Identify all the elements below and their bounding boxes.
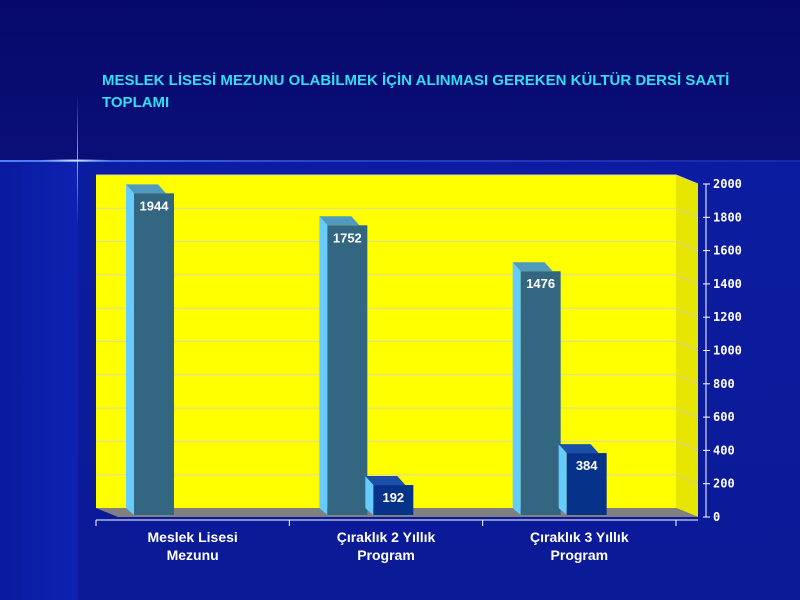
category-label-2-1: Program: [551, 547, 609, 563]
bar-side-1-0: [319, 216, 328, 516]
y-tick-label-7: 1400: [713, 277, 742, 291]
side-gridline-2: [675, 440, 699, 451]
y-tick-label-9: 1800: [713, 210, 742, 224]
bar-top-2-0: [512, 262, 553, 272]
side-gridline-9: [675, 207, 699, 218]
bar-side-2-1: [558, 444, 567, 515]
y-tick-label-6: 1200: [713, 310, 742, 324]
category-label-2-0: Çıraklık 3 Yıllık: [530, 529, 629, 545]
bar-side-1-1: [365, 476, 374, 515]
side-gridline-8: [675, 241, 699, 252]
data-label-2-1: 384: [576, 458, 598, 473]
bar-1-1: [373, 485, 414, 515]
slide-title: MESLEK LİSESİ MEZUNU OLABİLMEK İÇİN ALIN…: [102, 72, 730, 111]
category-label-0-0: Meslek Lisesi: [148, 529, 238, 545]
bar-top-1-0: [319, 216, 360, 226]
bar-0-0: [134, 193, 174, 515]
y-tick-label-5: 1000: [713, 344, 742, 358]
data-label-0-0: 1944: [140, 198, 170, 213]
side-gridline-7: [675, 274, 699, 285]
side-gridline-6: [675, 307, 699, 318]
y-tick-label-2: 400: [713, 443, 735, 457]
bar-top-0-0: [126, 184, 166, 194]
decorative-horizontal-line: [0, 160, 800, 162]
bar-2-0: [520, 271, 561, 515]
data-label-1-0: 1752: [333, 230, 362, 245]
y-tick-label-8: 1600: [713, 244, 742, 258]
side-gridline-5: [675, 341, 699, 351]
data-label-1-1: 192: [382, 490, 404, 505]
side-gridline-1: [675, 474, 699, 485]
category-label-1-1: Program: [357, 547, 415, 563]
category-label-1-0: Çıraklık 2 Yıllık: [337, 529, 436, 545]
bar-side-0-0: [126, 184, 134, 515]
bar-1-0: [327, 225, 368, 516]
side-gridline-10: [675, 174, 699, 185]
y-tick-label-10: 2000: [713, 177, 742, 191]
category-label-0-1: Mezunu: [167, 547, 219, 563]
y-tick-label-3: 600: [713, 410, 735, 424]
side-gridline-4: [675, 374, 699, 385]
bar-2-1: [566, 453, 607, 515]
slide-left-strip: [0, 160, 78, 600]
y-tick-label-4: 800: [713, 377, 735, 391]
bar-top-2-1: [558, 444, 599, 454]
bar-side-2-0: [512, 262, 521, 515]
decorative-sparkle: [40, 159, 110, 162]
bar-top-1-1: [365, 476, 406, 486]
data-label-2-0: 1476: [526, 276, 555, 291]
y-tick-label-0: 0: [713, 510, 720, 524]
side-gridline-3: [675, 407, 699, 418]
y-tick-label-1: 200: [713, 477, 735, 491]
slide-header-band: [0, 0, 800, 160]
